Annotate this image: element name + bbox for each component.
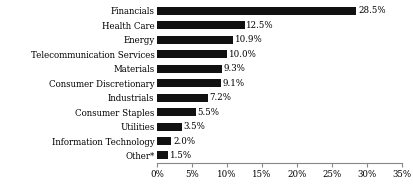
- Text: 5.5%: 5.5%: [197, 108, 219, 117]
- Text: 9.1%: 9.1%: [222, 79, 244, 88]
- Bar: [157, 65, 222, 73]
- Text: 10.0%: 10.0%: [228, 50, 256, 59]
- Bar: [157, 108, 195, 116]
- Text: 3.5%: 3.5%: [183, 122, 205, 131]
- Bar: [157, 123, 181, 131]
- Bar: [157, 36, 233, 44]
- Text: 28.5%: 28.5%: [357, 7, 385, 16]
- Text: 1.5%: 1.5%: [169, 151, 191, 160]
- Text: 10.9%: 10.9%: [235, 35, 262, 44]
- Bar: [157, 151, 167, 160]
- Bar: [157, 50, 227, 58]
- Text: 7.2%: 7.2%: [209, 93, 231, 102]
- Bar: [157, 7, 355, 15]
- Bar: [157, 79, 220, 87]
- Text: 2.0%: 2.0%: [173, 137, 195, 145]
- Bar: [157, 22, 244, 29]
- Bar: [157, 137, 171, 145]
- Text: 9.3%: 9.3%: [223, 64, 245, 73]
- Text: 12.5%: 12.5%: [246, 21, 273, 30]
- Bar: [157, 94, 207, 102]
